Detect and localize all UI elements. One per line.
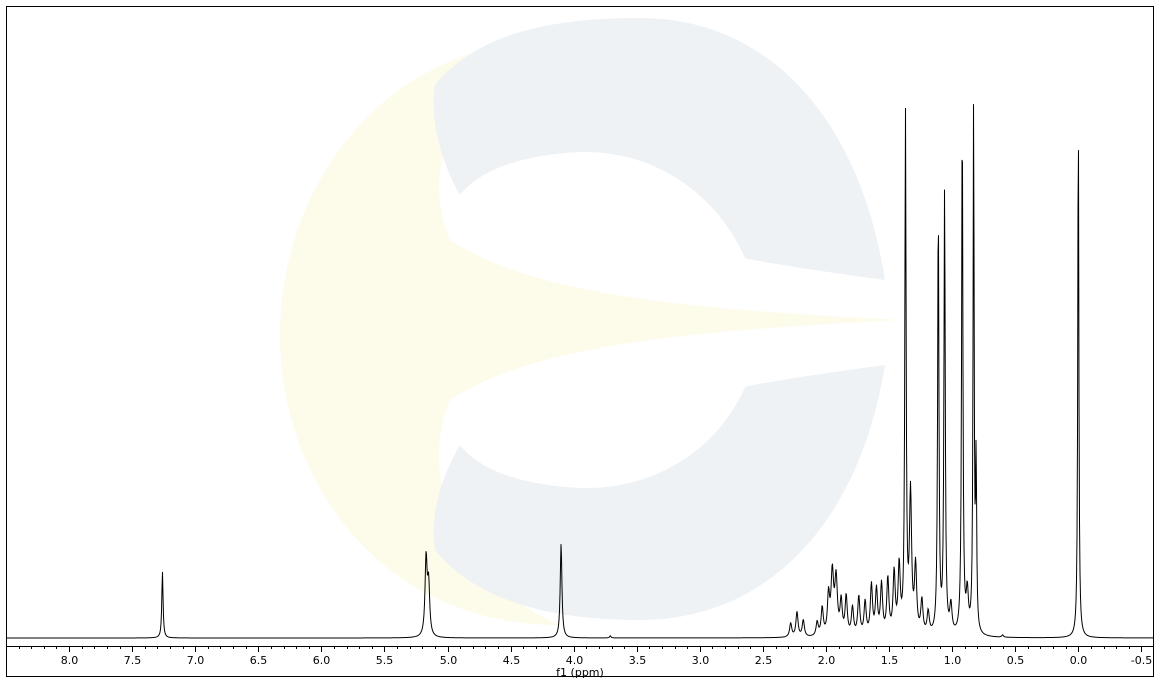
spectrum-line — [6, 104, 1154, 639]
x-tick-label: 4.5 — [503, 654, 521, 667]
watermark-logo — [280, 18, 900, 625]
x-tick-label: 3.0 — [692, 654, 710, 667]
watermark-arc-top — [433, 18, 885, 280]
x-tick-label: 5.5 — [376, 654, 394, 667]
x-tick-label: 3.5 — [629, 654, 647, 667]
watermark-crescent-yellow — [280, 40, 900, 625]
x-tick-label: 1.5 — [881, 654, 899, 667]
x-tick-label: 6.5 — [250, 654, 268, 667]
x-tick-label: 8.0 — [61, 654, 79, 667]
x-tick-label: -0.5 — [1131, 654, 1152, 667]
x-tick-label: 7.5 — [124, 654, 142, 667]
x-axis-ticks — [19, 647, 1142, 652]
x-axis-tick-labels: 8.0 7.5 7.0 6.5 6.0 5.5 5.0 4.5 4.0 3.5 3.0 2.5 2.0 1… — [61, 654, 1152, 667]
x-tick-label: 0.0 — [1070, 654, 1088, 667]
x-tick-label: 2.5 — [755, 654, 773, 667]
x-tick-label: 6.0 — [313, 654, 331, 667]
x-tick-label: 4.0 — [566, 654, 584, 667]
watermark-arc-bottom — [433, 365, 885, 620]
x-tick-label: 2.0 — [818, 654, 836, 667]
x-tick-label: 5.0 — [440, 654, 458, 667]
x-axis-title: f1 (ppm) — [556, 666, 604, 679]
x-tick-label: 1.0 — [944, 654, 962, 667]
x-tick-label: 7.0 — [187, 654, 205, 667]
x-tick-label: 0.5 — [1007, 654, 1025, 667]
